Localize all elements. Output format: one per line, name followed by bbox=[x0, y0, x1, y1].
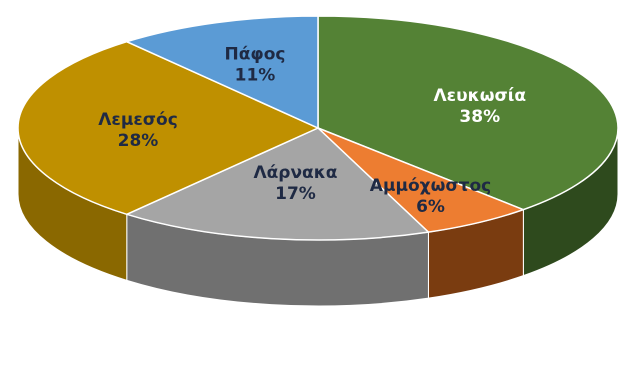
slice-2-label: Λάρνακα 17% bbox=[253, 163, 337, 204]
slice-4-label: Πάφος 11% bbox=[225, 45, 286, 86]
slice-1-name: Αμμόχωστος bbox=[370, 176, 491, 196]
slice-3-label: Λεμεσός 28% bbox=[98, 110, 178, 151]
slice-3 bbox=[17, 40, 319, 216]
pie-sides bbox=[17, 127, 619, 307]
slice-1-label: Αμμόχωστος 6% bbox=[370, 176, 491, 217]
slice-1-percent: 6% bbox=[416, 197, 445, 217]
slice-4 bbox=[126, 15, 319, 129]
slice-0-label: Λευκωσία 38% bbox=[434, 86, 527, 127]
slice-3-name: Λεμεσός bbox=[98, 110, 178, 130]
slice-2-name: Λάρνακα bbox=[253, 163, 337, 183]
slice-0-percent: 38% bbox=[459, 107, 500, 127]
slice-2 bbox=[126, 127, 430, 241]
pie-labels: Λευκωσία 38% Αμμόχωστος 6% Λάρνακα 17% Λεμεσός… bbox=[98, 45, 526, 218]
slice-4-name: Πάφος bbox=[225, 45, 286, 65]
slice-2-percent: 17% bbox=[275, 184, 316, 204]
slice-0 bbox=[317, 15, 619, 211]
slice-4-percent: 11% bbox=[235, 66, 276, 86]
slice-3-percent: 28% bbox=[118, 131, 159, 151]
pie-tops bbox=[17, 15, 619, 241]
slice-0-name: Λευκωσία bbox=[434, 86, 527, 106]
